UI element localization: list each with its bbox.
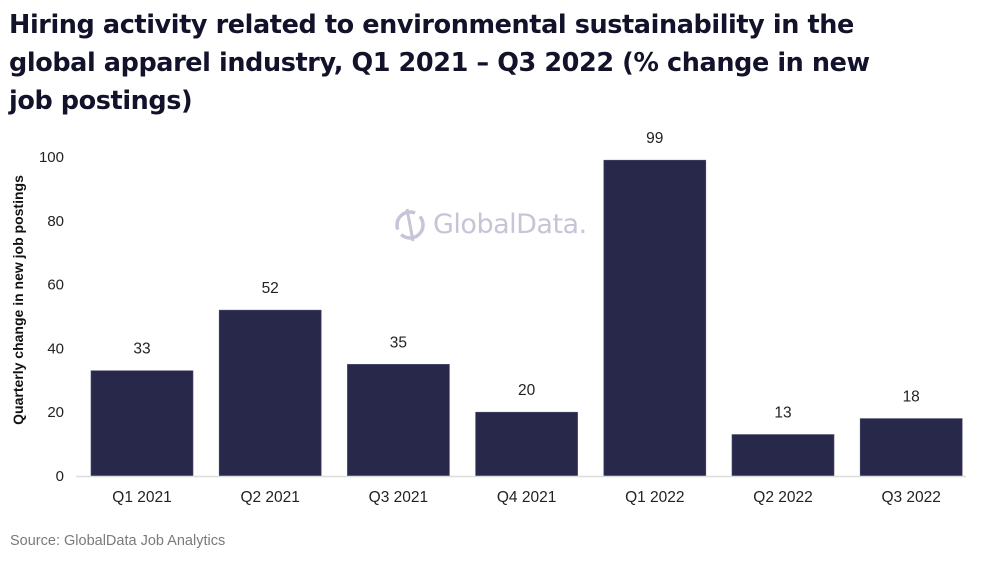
x-tick-label: Q3 2021 (369, 489, 428, 506)
x-axis-labels: Q1 2021 Q2 2021 Q3 2021 Q4 2021 Q1 2022 Q2 20… (112, 489, 941, 506)
y-axis-ticks: 0 20 40 60 80 100 (39, 149, 64, 485)
bar-q3-2021 (347, 364, 450, 477)
watermark-text: GlobalData. (433, 208, 587, 240)
y-tick-label: 80 (47, 213, 64, 230)
watermark: GlobalData. (393, 205, 587, 243)
data-label: 52 (262, 280, 279, 297)
x-tick-label: Q4 2021 (497, 489, 556, 506)
x-tick-label: Q2 2021 (240, 489, 299, 506)
x-tick-label: Q2 2022 (753, 489, 812, 506)
bar-q2-2022 (731, 434, 835, 477)
bars (90, 159, 963, 477)
source-note: Source: GlobalData Job Analytics (10, 533, 226, 549)
y-tick-label: 60 (47, 277, 64, 294)
y-tick-label: 100 (39, 149, 64, 166)
x-tick-label: Q1 2022 (625, 489, 684, 506)
y-axis-label: Quarterly change in new job postings (10, 175, 26, 425)
data-label: 99 (646, 130, 663, 147)
data-labels: 33 52 35 20 99 13 18 (133, 130, 919, 421)
bar-q1-2022 (603, 159, 707, 477)
data-label: 35 (390, 334, 407, 351)
data-label: 33 (133, 341, 150, 358)
data-label: 13 (774, 405, 791, 422)
y-tick-label: 0 (56, 468, 64, 485)
bar-q1-2021 (90, 370, 194, 477)
chart-title: Hiring activity related to environmental… (9, 10, 870, 116)
bar-chart: 0 20 40 60 80 100 33 52 35 20 99 13 18 Q1 2021 Q2 20… (39, 130, 966, 506)
bar-q4-2021 (475, 411, 578, 477)
globaldata-logo-icon (395, 208, 425, 242)
bar-q3-2022 (859, 418, 963, 477)
data-label: 18 (903, 389, 920, 406)
y-tick-label: 40 (47, 340, 64, 357)
data-label: 20 (518, 382, 536, 399)
x-tick-label: Q3 2022 (881, 489, 940, 506)
y-tick-label: 20 (47, 404, 64, 421)
x-tick-label: Q1 2021 (112, 489, 171, 506)
bar-q2-2021 (218, 309, 322, 477)
